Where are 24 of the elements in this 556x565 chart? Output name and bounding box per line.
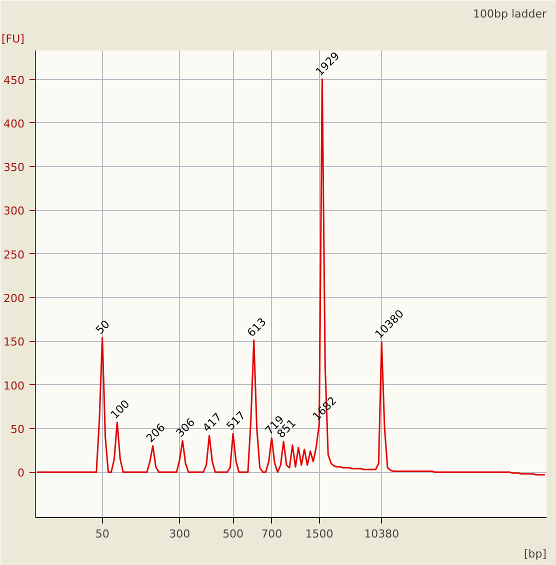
- x-tick-label: 500: [222, 528, 244, 540]
- y-tick-label: 300: [4, 204, 25, 218]
- x-tick-label: 300: [169, 528, 190, 540]
- y-tick-label: 200: [4, 292, 25, 306]
- y-tick-label: 0: [18, 466, 24, 480]
- y-tick-label: 150: [4, 336, 25, 349]
- x-tick-label: 1500: [305, 528, 334, 540]
- y-tick-label: 350: [4, 161, 25, 174]
- x-tick-label: 50: [95, 528, 110, 540]
- x-axis-title: [bp]: [524, 548, 547, 560]
- y-tick-label: 450: [4, 74, 25, 87]
- annotation: 50: [93, 318, 112, 337]
- annotation: 613: [244, 315, 269, 340]
- line-series: [36, 78, 546, 476]
- y-axis-title: [FU]: [2, 32, 24, 46]
- y-tick-label: 400: [4, 117, 25, 130]
- x-tick-label: 700: [261, 528, 282, 540]
- chart-title: 100bp ladder: [472, 8, 547, 20]
- y-tick-label: 50: [10, 422, 25, 436]
- y-tick-label: 250: [4, 248, 25, 262]
- annotation: 100: [108, 397, 132, 422]
- y-tick-label: 100: [4, 379, 25, 392]
- annotation: 417: [200, 410, 224, 435]
- x-tick-label: 10380: [364, 528, 400, 540]
